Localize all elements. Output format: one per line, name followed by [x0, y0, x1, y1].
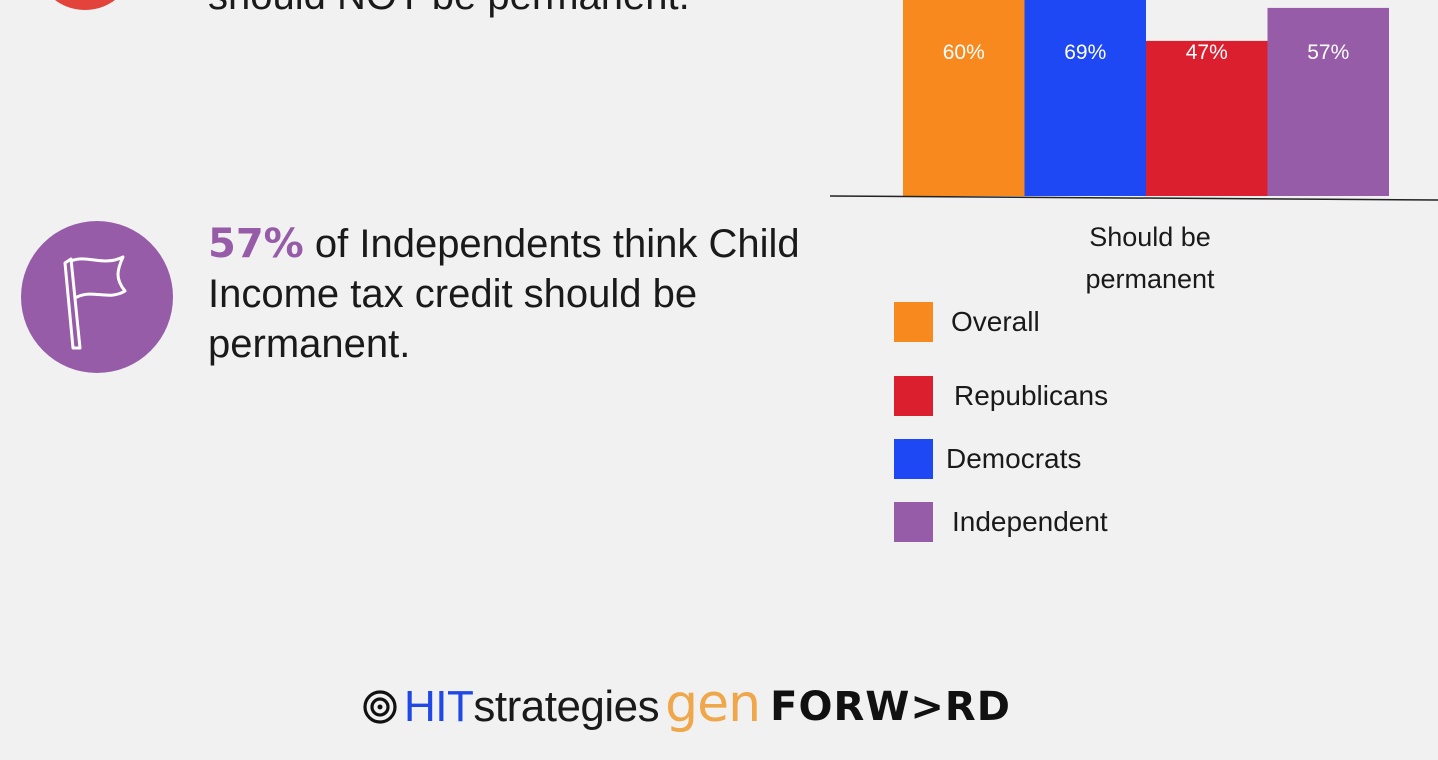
bar-label-republicans: 47%	[1186, 41, 1228, 64]
legend-swatch-independent	[894, 502, 933, 542]
bars-group	[903, 0, 1389, 197]
bar-democrats	[1024, 0, 1146, 196]
target-icon	[363, 690, 397, 724]
legend-item-overall: Overall	[894, 302, 1040, 342]
x-axis-line	[829, 195, 1438, 201]
legend-swatch-overall	[894, 302, 933, 342]
bar-independent	[1267, 7, 1389, 197]
legend-item-democrats: Democrats	[894, 439, 1081, 479]
independent-stat-body: of Independents think Child Income tax c…	[208, 222, 800, 366]
legend-label-independent: Independent	[952, 506, 1108, 537]
hit-strategies-logo: HIT strategies	[362, 682, 660, 732]
legend-swatch-democrats	[894, 439, 933, 479]
legend-label-republicans: Republicans	[954, 380, 1109, 411]
forward-logo-text: FORW>RD	[770, 684, 1011, 730]
flag-icon-glyph	[63, 255, 127, 350]
strategies-logo-text: strategies	[473, 682, 660, 731]
gen-logo-text: gen	[665, 674, 761, 734]
legend-swatch-republicans	[894, 376, 933, 416]
bar-label-democrats: 69%	[1064, 41, 1106, 64]
legend-item-republicans: Republicans	[894, 376, 1108, 416]
bar-overall	[903, 0, 1025, 196]
hit-logo-text: HIT	[404, 682, 474, 731]
footer-logos: HIT strategies gen FORW>RD	[362, 672, 1011, 742]
legend-item-independent: Independent	[894, 502, 1108, 542]
bar-labels-group: 60% 69% 47% 57%	[943, 41, 1350, 64]
bar-chart: 60% 69% 47% 57%	[829, 0, 1438, 201]
independent-stat-highlight: 57%	[208, 221, 304, 267]
legend-label-democrats: Democrats	[946, 443, 1082, 474]
top-stat-icon	[35, 0, 135, 10]
flag-icon	[21, 221, 173, 373]
legend-label-overall: Overall	[951, 306, 1040, 337]
bar-label-independent: 57%	[1307, 41, 1349, 64]
independent-stat-text: 57% of Independents think Child Income t…	[208, 219, 808, 369]
bar-label-overall: 60%	[943, 41, 985, 64]
bar-republicans	[1146, 40, 1268, 197]
genforward-logo: gen FORW>RD	[665, 674, 1011, 737]
top-stat-text: should NOT be permanent.	[208, 0, 690, 21]
x-category-label: Should be permanent	[1085, 222, 1215, 294]
